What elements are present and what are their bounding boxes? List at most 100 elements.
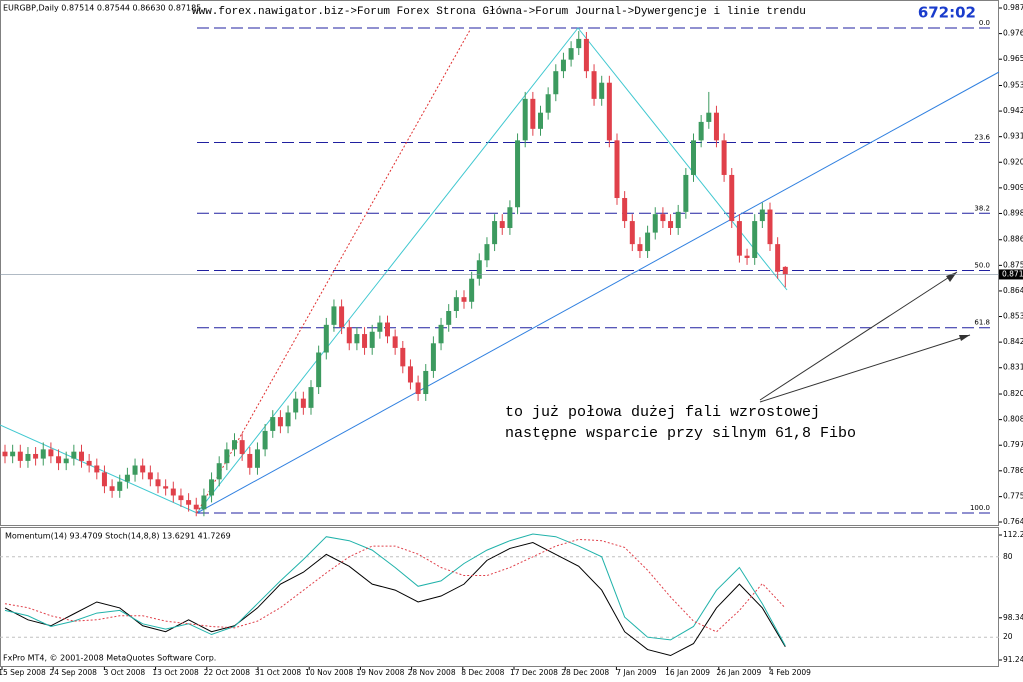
candle-body [568, 48, 574, 60]
date-label: 16 Jan 2009 [665, 668, 710, 677]
candle-body [124, 474, 130, 482]
indicator-label: Momentum(14) 93.4709 Stoch(14,8,8) 13.62… [5, 532, 231, 541]
candle-body [132, 465, 138, 475]
trendline [196, 71, 1000, 514]
price-tick-label: 0.90940 [1003, 183, 1023, 192]
candle-body [507, 207, 513, 228]
price-tick-label: 0.96520 [1003, 54, 1023, 63]
price-tick-label: 0.93160 [1003, 132, 1023, 141]
candle-body [101, 472, 107, 487]
candle-body [515, 140, 521, 208]
date-label: 3 Oct 2008 [104, 668, 146, 677]
price-tick-label: 0.79780 [1003, 440, 1023, 449]
arrow [759, 334, 971, 403]
candle-body [40, 449, 46, 459]
price-tick-label: 0.80890 [1003, 415, 1023, 424]
candle-body [209, 479, 215, 496]
candle-body [339, 306, 345, 328]
candle-body [744, 255, 750, 258]
price-tick-label: 0.87580 [1003, 260, 1023, 269]
price-tick-label: 0.92050 [1003, 157, 1023, 166]
candle-body [247, 453, 253, 468]
date-label: 22 Oct 2008 [204, 668, 251, 677]
candle-body [117, 481, 123, 491]
indicator-panel [0, 527, 999, 667]
candle-body [392, 336, 398, 348]
candle-body [767, 209, 773, 245]
date-label: 10 Nov 2008 [305, 668, 353, 677]
candle-body [33, 453, 39, 459]
price-tick-label: 0.94270 [1003, 106, 1023, 115]
candle-body [430, 343, 436, 371]
candle-body [538, 112, 543, 129]
candle-body [323, 324, 329, 353]
candle-body [193, 504, 199, 510]
symbol-label: EURGBP,Daily 0.87514 0.87544 0.86630 0.8… [3, 4, 201, 13]
candle-body [484, 244, 490, 261]
date-label: 4 Feb 2009 [769, 668, 811, 677]
indicator-line [4, 533, 786, 646]
candle-body [675, 211, 681, 228]
candle-body [262, 430, 268, 450]
candle-body [56, 456, 62, 464]
candle-body [79, 451, 84, 461]
annotation: następne wsparcie przy silnym 61,8 Fibo [505, 425, 856, 442]
candle-body [147, 472, 153, 480]
candle-body [530, 98, 536, 129]
candle-body [254, 449, 260, 468]
candle-body [331, 306, 337, 325]
price-tick-label: 0.77550 [1003, 492, 1023, 501]
date-label: 19 Nov 2008 [356, 668, 404, 677]
candle-body [775, 244, 781, 272]
price-tick-label: 0.95380 [1003, 80, 1023, 89]
candle-body [170, 488, 176, 496]
date-label: 26 Jan 2009 [716, 668, 761, 677]
fibo-levels: 0.0 23.6 38.2 50.0 61.8 100.0 [197, 19, 991, 514]
candle-body [660, 214, 666, 222]
candle-body [201, 495, 207, 510]
candle-body [560, 59, 566, 72]
candle-body [706, 112, 712, 122]
date-label: 17 Dec 2008 [510, 668, 558, 677]
candle-body [652, 214, 658, 233]
candle-body [385, 322, 390, 337]
candle-body [645, 232, 651, 252]
candle-body [446, 311, 452, 325]
candle-body [277, 417, 283, 427]
candle-body [400, 347, 406, 367]
candle-body [186, 500, 192, 505]
price-tick-label: 0.86470 [1003, 286, 1023, 295]
candle-body [94, 465, 100, 473]
indicator-tick-label: 80 [1003, 552, 1013, 561]
candle-body [25, 453, 31, 461]
date-label: 15 Sep 2008 [0, 668, 46, 677]
date-label: 7 Jan 2009 [616, 668, 656, 677]
candle-body [224, 449, 230, 464]
candle-body [63, 458, 69, 464]
candle-body [285, 412, 291, 427]
fibo-label: 100.0 [970, 504, 990, 512]
candle-body [377, 322, 383, 332]
price-tick-label: 0.83140 [1003, 363, 1023, 372]
candle-body [461, 297, 467, 302]
candle-body [232, 440, 237, 450]
candle-body [553, 71, 559, 95]
candle-body [293, 398, 299, 413]
price-tick-label: 0.88690 [1003, 235, 1023, 244]
candle-body [629, 221, 635, 245]
candle-body [415, 382, 421, 395]
candle-body [369, 331, 375, 348]
candle-body [453, 297, 459, 312]
candle-body [599, 82, 605, 99]
candle-body [691, 140, 696, 175]
candle-body [683, 174, 689, 212]
channel-line [196, 29, 471, 514]
candle-body [48, 449, 54, 457]
candle-body [163, 486, 169, 489]
candle-body [522, 98, 528, 141]
candle-body [10, 451, 16, 457]
candle-body [698, 121, 704, 141]
candles [2, 31, 788, 517]
indicator-line [4, 538, 786, 633]
